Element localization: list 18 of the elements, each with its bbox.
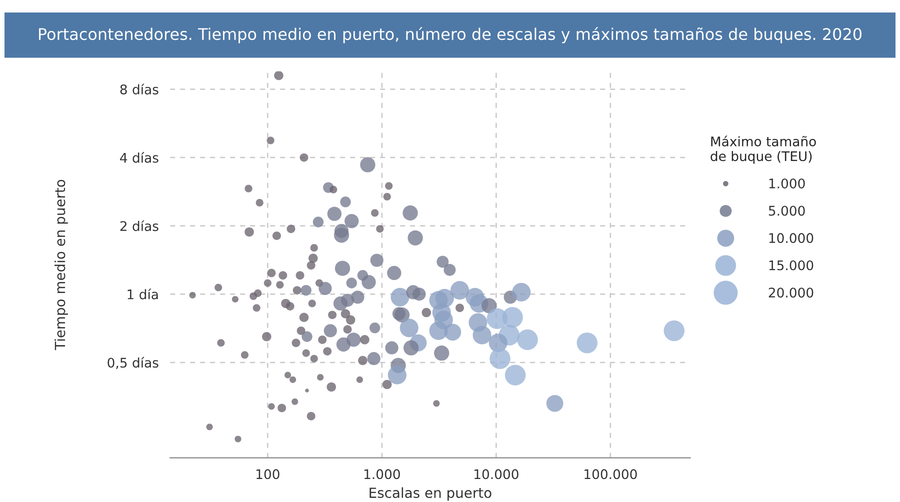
y-tick-label: 2 días xyxy=(120,220,158,232)
x-tick-label: 100.000 xyxy=(584,469,637,480)
y-tick-label: 4 días xyxy=(120,152,158,163)
legend-label: 1.000 xyxy=(769,178,805,188)
x-tick-label: 10.000 xyxy=(474,469,518,480)
chart-title: Portacontenedores. Tiempo medio en puerto, número de escalas y máximos tamaños de buques. 2020 xyxy=(39,27,862,44)
x-tick-label: 1.000 xyxy=(364,469,400,480)
legend-label: 15.000 xyxy=(769,260,814,270)
legend-label: 5.000 xyxy=(768,206,805,216)
legend-label: 20.000 xyxy=(768,288,814,298)
y-tick-label: 8 días xyxy=(120,84,158,94)
y-axis-title: Tiempo medio en puerto xyxy=(54,180,68,350)
legend-label: 10.000 xyxy=(769,233,814,244)
x-tick-label: 100 xyxy=(256,469,280,480)
y-tick-label: 0,5 días xyxy=(108,356,158,370)
y-tick-label: 1 día xyxy=(128,288,158,300)
legend-title: Máximo tamaño de buque (TEU) xyxy=(710,136,816,164)
x-axis-title: Escalas en puerto xyxy=(370,487,492,501)
